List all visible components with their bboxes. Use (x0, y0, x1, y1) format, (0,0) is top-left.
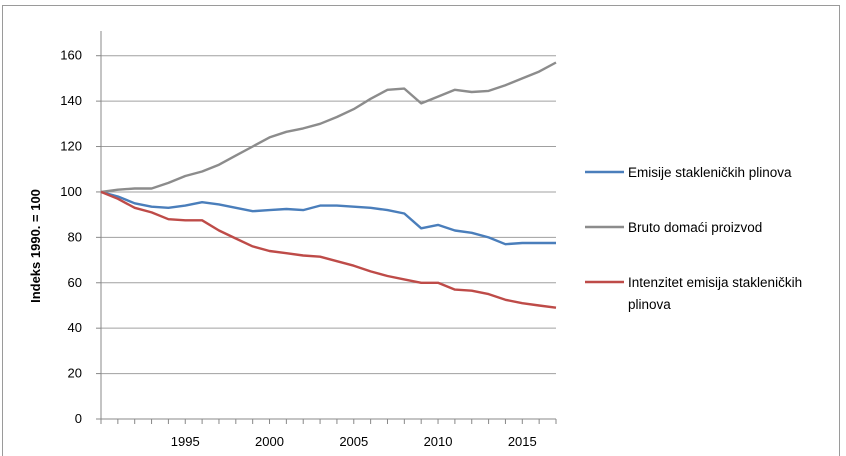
x-tick-labels: 1995 2000 2005 2010 2015 (171, 434, 537, 449)
legend-label: Bruto domaći proizvod (628, 220, 762, 235)
legend-label: Intenzitet emisija stakleničkih (628, 275, 802, 290)
y-tick-labels: 0 20 40 60 80 100 120 140 160 (60, 48, 82, 426)
x-tick-label: 1995 (171, 434, 200, 449)
y-tick-label: 80 (68, 229, 82, 244)
legend-label: plinova (628, 297, 671, 312)
y-tick-label: 140 (60, 93, 82, 108)
y-tick-label: 60 (68, 275, 82, 290)
y-axis-label: Indeks 1990. = 100 (28, 189, 43, 303)
series-lines (100, 61, 557, 309)
y-tick-label: 120 (60, 139, 82, 154)
x-tick-label: 2015 (508, 434, 537, 449)
axes (96, 31, 557, 424)
series-line-3 (100, 190, 557, 309)
chart-frame (2, 5, 840, 456)
x-tick-label: 2010 (424, 434, 453, 449)
x-tick-label: 2005 (339, 434, 368, 449)
y-tick-label: 0 (75, 411, 82, 426)
x-tick-label: 2000 (255, 434, 284, 449)
legend: Emisije stakleničkih plinova Bruto domaći… (585, 165, 802, 312)
y-tick-label: 20 (68, 366, 82, 381)
y-tick-label: 40 (68, 320, 82, 335)
y-tick-label: 100 (60, 184, 82, 199)
gridlines (101, 55, 556, 375)
y-tick-label: 160 (60, 48, 82, 63)
series-line-1 (100, 190, 556, 246)
legend-label: Emisije stakleničkih plinova (628, 165, 792, 180)
series-line-2 (100, 61, 557, 194)
